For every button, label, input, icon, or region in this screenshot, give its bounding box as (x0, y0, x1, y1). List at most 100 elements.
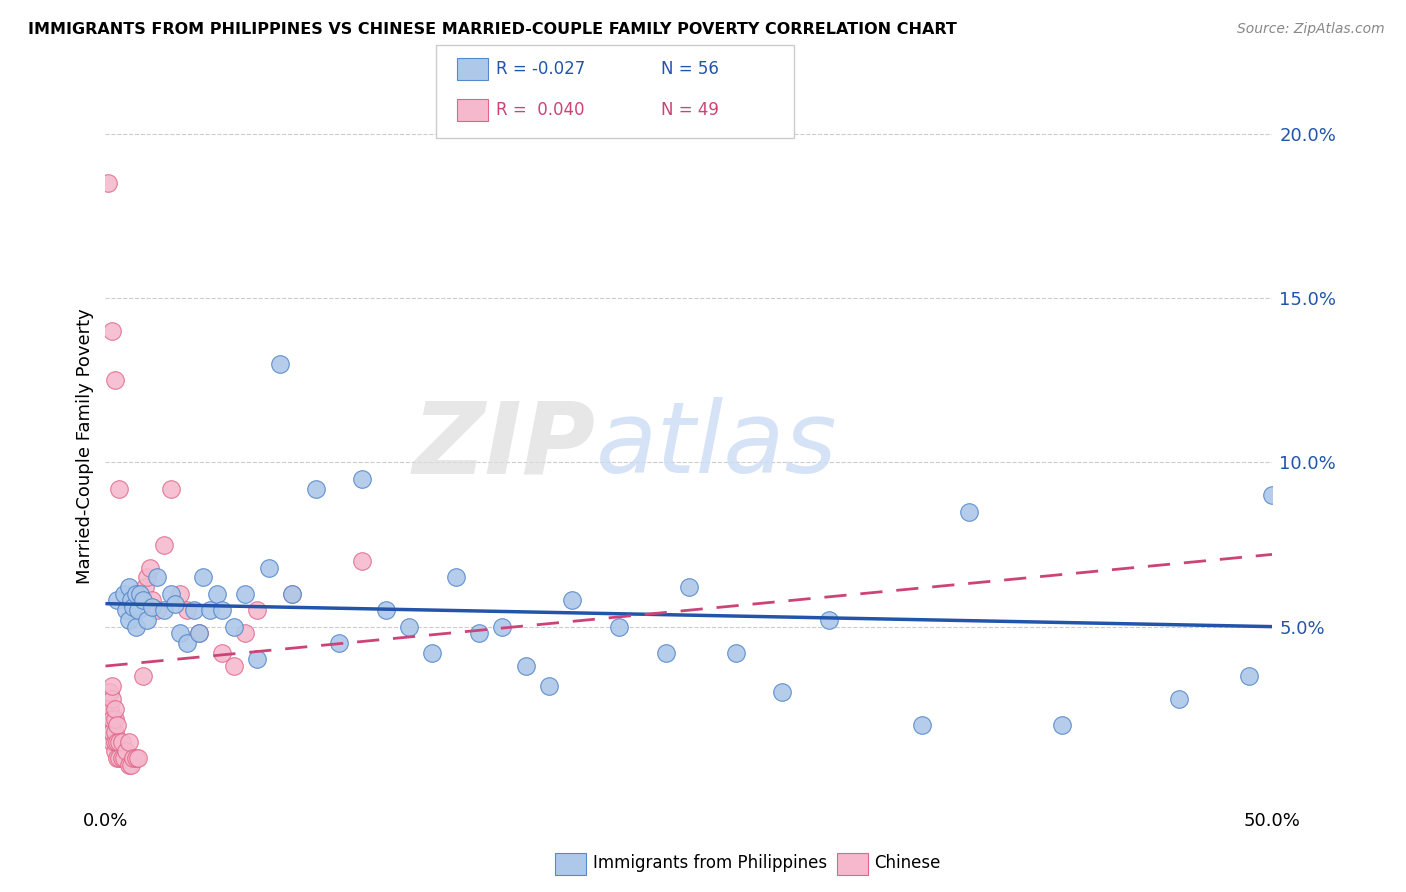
Point (1052, 718, 1074, 732)
Point (104, 702, 127, 716)
Text: IMMIGRANTS FROM PHILIPPINES VS CHINESE MARRIED-COUPLE FAMILY POVERTY CORRELATION: IMMIGRANTS FROM PHILIPPINES VS CHINESE M… (28, 22, 957, 37)
Point (98, 718, 121, 732)
Point (146, 603, 169, 617)
Point (818, 613, 841, 627)
Point (176, 603, 198, 617)
Point (183, 603, 205, 617)
Point (101, 692, 124, 706)
Point (770, 685, 793, 699)
Point (169, 587, 191, 601)
Point (222, 619, 245, 633)
Point (122, 599, 145, 614)
Point (125, 587, 148, 601)
Point (537, 679, 560, 693)
Point (1168, 692, 1191, 706)
Point (125, 751, 148, 765)
Point (257, 560, 280, 574)
Text: atlas: atlas (596, 398, 837, 494)
Point (211, 646, 233, 660)
Point (115, 744, 138, 758)
Point (98, 724, 121, 739)
Text: Source: ZipAtlas.com: Source: ZipAtlas.com (1237, 22, 1385, 37)
Point (444, 570, 467, 584)
Point (222, 659, 245, 673)
Text: N = 56: N = 56 (661, 60, 718, 78)
Point (187, 626, 209, 640)
Point (105, 718, 128, 732)
Point (139, 560, 162, 574)
Point (120, 757, 142, 772)
Point (654, 646, 676, 660)
Point (281, 587, 304, 601)
Point (1237, 669, 1260, 683)
Point (97, 718, 120, 732)
Point (132, 669, 155, 683)
Point (108, 734, 131, 748)
Point (98, 685, 121, 699)
Point (101, 724, 124, 739)
Point (101, 324, 124, 338)
Point (120, 593, 142, 607)
Point (136, 570, 159, 584)
Point (304, 482, 326, 496)
Point (207, 587, 229, 601)
Point (105, 751, 128, 765)
Point (420, 646, 443, 660)
Point (97, 685, 120, 699)
Point (468, 626, 491, 640)
Point (111, 751, 134, 765)
Point (104, 734, 127, 748)
Point (101, 712, 124, 726)
Point (246, 652, 269, 666)
Point (134, 580, 156, 594)
Point (1261, 488, 1284, 502)
Point (118, 613, 141, 627)
Point (724, 646, 747, 660)
Y-axis label: Married-Couple Family Poverty: Married-Couple Family Poverty (76, 308, 94, 584)
Point (169, 626, 191, 640)
Point (159, 587, 181, 601)
Point (281, 587, 304, 601)
Point (104, 373, 127, 387)
Point (176, 636, 198, 650)
Text: N = 49: N = 49 (661, 101, 718, 119)
Text: R =  0.040: R = 0.040 (496, 101, 585, 119)
Point (141, 599, 163, 614)
Point (246, 603, 269, 617)
Point (235, 587, 257, 601)
Point (104, 724, 127, 739)
Point (127, 603, 149, 617)
Point (328, 636, 350, 650)
Point (101, 734, 124, 748)
Point (136, 613, 159, 627)
Point (398, 619, 420, 633)
Point (111, 734, 134, 748)
Point (515, 659, 537, 673)
Point (193, 570, 215, 584)
Point (108, 482, 131, 496)
Point (374, 603, 396, 617)
Point (129, 587, 152, 601)
Point (118, 757, 141, 772)
Point (98, 702, 121, 716)
Point (146, 570, 169, 584)
Point (118, 580, 141, 594)
Point (127, 751, 149, 765)
Text: Chinese: Chinese (875, 855, 941, 872)
Point (105, 593, 128, 607)
Text: Immigrants from Philippines: Immigrants from Philippines (593, 855, 828, 872)
Point (200, 603, 222, 617)
Point (211, 603, 233, 617)
Point (561, 593, 583, 607)
Point (187, 626, 209, 640)
Text: R = -0.027: R = -0.027 (496, 60, 585, 78)
Point (132, 593, 155, 607)
Point (101, 679, 124, 693)
Point (957, 505, 980, 519)
Point (118, 734, 141, 748)
Point (104, 744, 127, 758)
Point (678, 580, 700, 594)
Point (141, 593, 163, 607)
Point (108, 751, 131, 765)
Point (911, 718, 934, 732)
